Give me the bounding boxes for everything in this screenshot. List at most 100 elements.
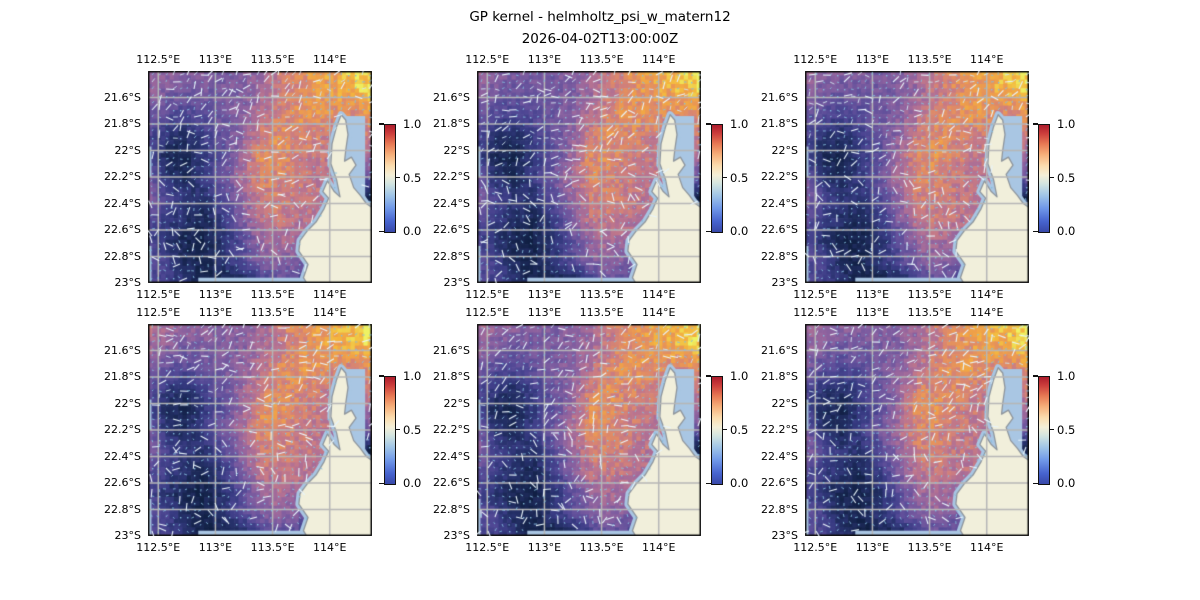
- colorbar-end-tick-mark: [1033, 482, 1038, 484]
- y-tick-label: 23°S: [771, 529, 798, 542]
- colorbar-tick-label: 0.0: [730, 476, 749, 490]
- x-tick-label-bottom: 112.5°E: [136, 541, 181, 554]
- x-tick-label-top: 113.5°E: [579, 306, 624, 319]
- colorbar-tick-label: 0.0: [730, 224, 749, 238]
- y-tick-label: 22.6°S: [104, 223, 141, 236]
- y-tick-label: 22.2°S: [761, 170, 798, 183]
- x-tick-label-bottom: 114°E: [969, 541, 1004, 554]
- y-tick-label: 22.2°S: [433, 423, 470, 436]
- x-tick-label-bottom: 113.5°E: [907, 541, 952, 554]
- y-tick-label: 22.4°S: [761, 449, 798, 463]
- colorbar-end-tick-mark: [379, 123, 384, 125]
- x-tick-label-top: 113°E: [527, 306, 562, 319]
- y-tick-label: 22.6°S: [433, 476, 470, 489]
- map-canvas-r1c1: [148, 71, 372, 283]
- y-tick-label: 22.6°S: [761, 476, 798, 489]
- y-tick-label: 21.6°S: [433, 343, 470, 357]
- y-tick-label: 22°S: [443, 396, 470, 410]
- y-tick-label: 22.2°S: [761, 423, 798, 436]
- y-tick-label: 23°S: [114, 276, 141, 289]
- y-tick-label: 23°S: [114, 529, 141, 542]
- colorbar-tick-mark: [723, 428, 727, 430]
- y-tick-label: 22°S: [114, 396, 141, 410]
- x-tick-label-top: 112.5°E: [465, 306, 510, 319]
- y-tick-label: 21.6°S: [433, 90, 470, 104]
- x-tick-label-bottom: 113°E: [198, 288, 233, 301]
- x-tick-label-top: 113.5°E: [250, 53, 295, 66]
- colorbar-tick-label: 0.0: [403, 476, 422, 490]
- map-canvas-r2c2: [477, 324, 701, 536]
- x-tick-label-top: 112.5°E: [465, 53, 510, 66]
- x-tick-label-top: 113°E: [198, 53, 233, 66]
- figure-subtitle: 2026-04-02T13:00:00Z: [521, 31, 679, 47]
- map-panel-r1c3: [805, 71, 1029, 283]
- x-tick-label-top: 113°E: [855, 306, 890, 319]
- x-tick-label-bottom: 112.5°E: [465, 288, 510, 301]
- y-tick-label: 22.4°S: [104, 449, 141, 463]
- y-tick-label: 22.2°S: [104, 170, 141, 183]
- x-tick-label-top: 114°E: [641, 306, 676, 319]
- y-tick-label: 21.6°S: [761, 90, 798, 104]
- map-canvas-r1c2: [477, 71, 701, 283]
- colorbar-end-tick-mark: [706, 230, 711, 232]
- colorbar-tick-label: 0.5: [1057, 422, 1076, 437]
- x-tick-label-bottom: 113°E: [527, 288, 562, 301]
- x-tick-label-top: 113.5°E: [907, 306, 952, 319]
- x-tick-label-bottom: 112.5°E: [793, 288, 838, 301]
- y-tick-label: 21.8°S: [433, 370, 470, 383]
- y-tick-label: 22.8°S: [433, 502, 470, 516]
- y-tick-label: 23°S: [443, 276, 470, 289]
- y-tick-label: 21.8°S: [433, 117, 470, 130]
- colorbar: [1038, 124, 1050, 233]
- colorbar-tick-label: 0.5: [403, 422, 422, 437]
- x-tick-label-top: 113°E: [198, 306, 233, 319]
- colorbar: [384, 124, 396, 233]
- y-tick-label: 22.4°S: [433, 449, 470, 463]
- y-tick-label: 22.4°S: [761, 196, 798, 210]
- x-tick-label-top: 114°E: [312, 53, 347, 66]
- y-tick-label: 22.2°S: [104, 423, 141, 436]
- colorbar-end-tick-mark: [379, 375, 384, 377]
- y-tick-label: 22.6°S: [433, 223, 470, 236]
- colorbar-tick-label: 0.5: [403, 170, 422, 185]
- x-tick-label-top: 113.5°E: [907, 53, 952, 66]
- y-tick-label: 21.8°S: [761, 370, 798, 383]
- colorbar: [711, 376, 723, 485]
- map-canvas-r2c1: [148, 324, 372, 536]
- colorbar-tick-label: 0.5: [1057, 170, 1076, 185]
- colorbar-tick-label: 0.0: [1057, 476, 1076, 490]
- colorbar-tick-label: 1.0: [1057, 369, 1076, 383]
- colorbar-end-tick-mark: [1033, 123, 1038, 125]
- y-tick-label: 22.8°S: [104, 249, 141, 263]
- x-tick-label-top: 112.5°E: [793, 306, 838, 319]
- y-tick-label: 23°S: [443, 529, 470, 542]
- map-panel-r2c2: [477, 324, 701, 536]
- colorbar-tick-mark: [396, 428, 400, 430]
- colorbar-end-tick-mark: [706, 375, 711, 377]
- x-tick-label-bottom: 113°E: [198, 541, 233, 554]
- x-tick-label-bottom: 113°E: [527, 541, 562, 554]
- y-tick-label: 23°S: [771, 276, 798, 289]
- x-tick-label-top: 114°E: [969, 306, 1004, 319]
- y-tick-label: 22.6°S: [761, 223, 798, 236]
- y-tick-label: 22°S: [771, 396, 798, 410]
- map-canvas-r1c3: [805, 71, 1029, 283]
- figure-title: GP kernel - helmholtz_psi_w_matern12: [469, 9, 731, 25]
- x-tick-label-top: 113.5°E: [579, 53, 624, 66]
- y-tick-label: 22°S: [443, 143, 470, 157]
- x-tick-label-top: 113°E: [527, 53, 562, 66]
- y-tick-label: 22.8°S: [104, 502, 141, 516]
- x-tick-label-top: 113°E: [855, 53, 890, 66]
- colorbar-tick-label: 1.0: [730, 369, 749, 383]
- colorbar-end-tick-mark: [1033, 230, 1038, 232]
- y-tick-label: 22°S: [771, 143, 798, 157]
- y-tick-label: 22.4°S: [433, 196, 470, 210]
- x-tick-label-bottom: 114°E: [641, 288, 676, 301]
- x-tick-label-top: 112.5°E: [136, 53, 181, 66]
- x-tick-label-bottom: 114°E: [969, 288, 1004, 301]
- x-tick-label-bottom: 113.5°E: [579, 288, 624, 301]
- x-tick-label-bottom: 113.5°E: [250, 541, 295, 554]
- colorbar-end-tick-mark: [1033, 375, 1038, 377]
- x-tick-label-bottom: 113.5°E: [907, 288, 952, 301]
